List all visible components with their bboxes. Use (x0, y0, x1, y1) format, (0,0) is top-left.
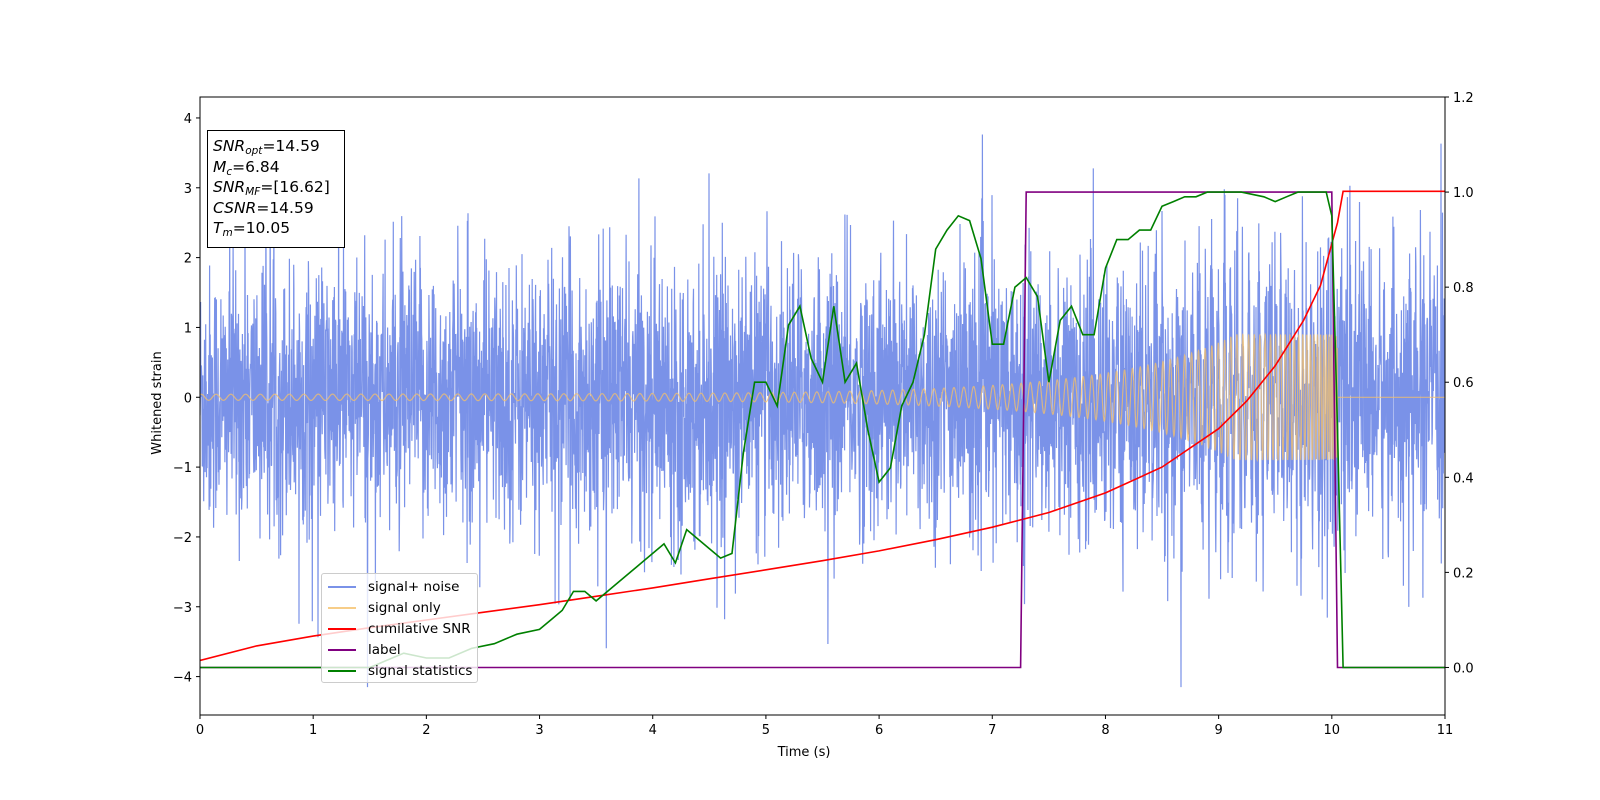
legend-swatch (328, 669, 356, 672)
chirp-mass-annotation: Mc=6.84 (213, 157, 280, 178)
series-signal-noise (200, 134, 1445, 688)
legend-label: signal only (368, 599, 441, 616)
y-tick-label: 2 (184, 252, 192, 267)
legend-item-signal-noise: signal+ noise (322, 576, 477, 597)
x-tick-label: 11 (1437, 723, 1454, 738)
legend-label: signal+ noise (368, 578, 460, 595)
legend-item-label: label (322, 639, 477, 660)
y2-tick-label: 0.8 (1453, 281, 1474, 296)
y2-tick-label: 1.2 (1453, 91, 1474, 106)
legend-swatch (328, 627, 356, 630)
y-tick-label: 4 (184, 112, 192, 127)
y2-tick-label: 0.0 (1453, 661, 1474, 676)
x-tick-label: 1 (309, 723, 317, 738)
x-tick-label: 5 (762, 723, 770, 738)
x-tick-label: 0 (196, 723, 204, 738)
plot-frame (199, 96, 1446, 716)
y2-tick-label: 0.4 (1453, 471, 1474, 486)
annotation-box: SNRopt=14.59 Mc=6.84 SNRMF=[16.62] CSNR=… (207, 130, 345, 248)
legend-label: signal statistics (368, 662, 473, 679)
x-tick-label: 2 (422, 723, 430, 738)
x-tick-label: 6 (875, 723, 883, 738)
x-axis-label: Time (s) (777, 745, 831, 760)
legend: signal+ noise signal only cumilative SNR… (321, 573, 478, 683)
y-axis-label: Whitened strain (150, 351, 165, 454)
legend-swatch (328, 648, 356, 651)
y-tick-label: −4 (173, 671, 192, 686)
x-tick-label: 8 (1101, 723, 1109, 738)
y2-tick-label: 0.6 (1453, 376, 1474, 391)
legend-label: label (368, 641, 401, 658)
legend-item-signal-only: signal only (322, 597, 477, 618)
y-tick-label: 3 (184, 182, 192, 197)
legend-item-signal-statistics: signal statistics (322, 660, 477, 681)
y-tick-label: −1 (173, 461, 192, 476)
legend-swatch (328, 606, 356, 609)
y2-tick-label: 1.0 (1453, 186, 1474, 201)
legend-item-cumulative-snr: cumilative SNR (322, 618, 477, 639)
series-signal-only (200, 332, 1445, 463)
snr-mf-annotation: SNRMF=[16.62] (213, 178, 330, 199)
x-tick-label: 4 (649, 723, 657, 738)
legend-label: cumilative SNR (368, 620, 471, 637)
series-signal-statistics (200, 191, 1445, 669)
csnr-annotation: CSNR=14.59 (213, 198, 314, 217)
x-tick-label: 7 (988, 723, 996, 738)
y-tick-label: 1 (184, 321, 192, 336)
x-tick-label: 3 (535, 723, 543, 738)
legend-swatch (328, 585, 356, 588)
snr-opt-annotation: SNRopt=14.59 (213, 137, 320, 157)
y-tick-label: −2 (173, 531, 192, 546)
y2-tick-label: 0.2 (1453, 566, 1474, 581)
y-tick-label: 0 (184, 391, 192, 406)
merger-time-annotation: Tm=10.05 (213, 219, 291, 240)
y-tick-label: −3 (173, 601, 192, 616)
x-tick-label: 10 (1324, 723, 1341, 738)
x-tick-label: 9 (1214, 723, 1222, 738)
